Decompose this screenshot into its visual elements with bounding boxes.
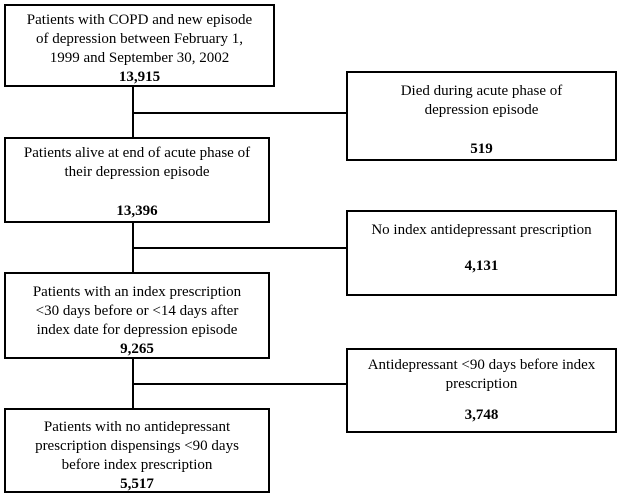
flow-box-label: Patients with an index prescription <30 …	[32, 284, 242, 338]
flow-box-cohort-index-prescription: Patients with an index prescription <30 …	[4, 272, 270, 359]
flow-box-excluded-prior-antidepressant: Antidepressant <90 days before index pre…	[346, 348, 617, 433]
flow-box-count: 13,396	[116, 203, 158, 219]
flow-box-excluded-no-index-prescription: No index antidepressant prescription 4,1…	[346, 210, 617, 296]
flow-box-cohort-initial: Patients with COPD and new episode of de…	[4, 4, 275, 87]
flow-box-label: No index antidepressant prescription	[371, 222, 592, 238]
flow-box-label: Patients with COPD and new episode of de…	[26, 12, 253, 66]
flow-box-excluded-died: Died during acute phase of depression ep…	[346, 71, 617, 161]
flow-box-count: 9,265	[120, 341, 154, 357]
flow-box-label: Patients with no antidepressant prescrip…	[35, 419, 239, 473]
connector-branch-1	[133, 112, 347, 114]
connector-branch-2	[133, 247, 347, 249]
flow-box-count: 3,748	[464, 407, 499, 423]
flow-box-label: Antidepressant <90 days before index pre…	[367, 357, 596, 392]
flow-box-count: 4,131	[464, 258, 499, 274]
flow-box-count: 13,915	[118, 69, 161, 85]
flow-box-cohort-final: Patients with no antidepressant prescrip…	[4, 408, 270, 493]
flow-box-count: 5,517	[120, 476, 154, 492]
connector-branch-3	[133, 383, 347, 385]
flow-box-cohort-alive: Patients alive at end of acute phase of …	[4, 137, 270, 223]
flow-box-count: 519	[470, 141, 493, 157]
flow-box-label: Patients alive at end of acute phase of …	[23, 145, 251, 180]
flow-box-label: Died during acute phase of depression ep…	[400, 83, 563, 118]
